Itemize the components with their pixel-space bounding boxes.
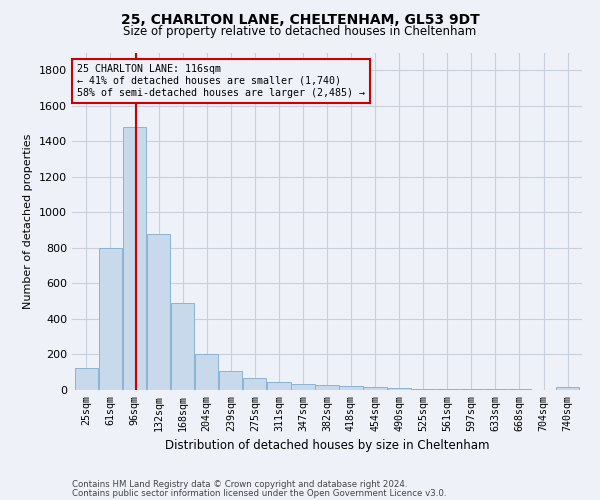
Bar bbox=[243, 378, 266, 390]
Bar bbox=[267, 382, 290, 390]
Bar bbox=[195, 354, 218, 390]
Bar bbox=[219, 372, 242, 390]
Bar bbox=[388, 388, 411, 390]
X-axis label: Distribution of detached houses by size in Cheltenham: Distribution of detached houses by size … bbox=[165, 439, 489, 452]
Bar bbox=[316, 384, 338, 390]
Bar bbox=[556, 388, 579, 390]
Text: 25, CHARLTON LANE, CHELTENHAM, GL53 9DT: 25, CHARLTON LANE, CHELTENHAM, GL53 9DT bbox=[121, 12, 479, 26]
Bar bbox=[75, 368, 98, 390]
Text: Contains HM Land Registry data © Crown copyright and database right 2024.: Contains HM Land Registry data © Crown c… bbox=[72, 480, 407, 489]
Bar bbox=[460, 389, 483, 390]
Bar bbox=[291, 384, 314, 390]
Bar bbox=[412, 388, 435, 390]
Bar bbox=[364, 388, 387, 390]
Bar bbox=[340, 386, 363, 390]
Text: Contains public sector information licensed under the Open Government Licence v3: Contains public sector information licen… bbox=[72, 489, 446, 498]
Y-axis label: Number of detached properties: Number of detached properties bbox=[23, 134, 34, 309]
Bar bbox=[171, 303, 194, 390]
Bar bbox=[436, 389, 459, 390]
Bar bbox=[99, 248, 122, 390]
Bar bbox=[147, 234, 170, 390]
Bar bbox=[123, 127, 146, 390]
Text: Size of property relative to detached houses in Cheltenham: Size of property relative to detached ho… bbox=[124, 25, 476, 38]
Text: 25 CHARLTON LANE: 116sqm
← 41% of detached houses are smaller (1,740)
58% of sem: 25 CHARLTON LANE: 116sqm ← 41% of detach… bbox=[77, 64, 365, 98]
